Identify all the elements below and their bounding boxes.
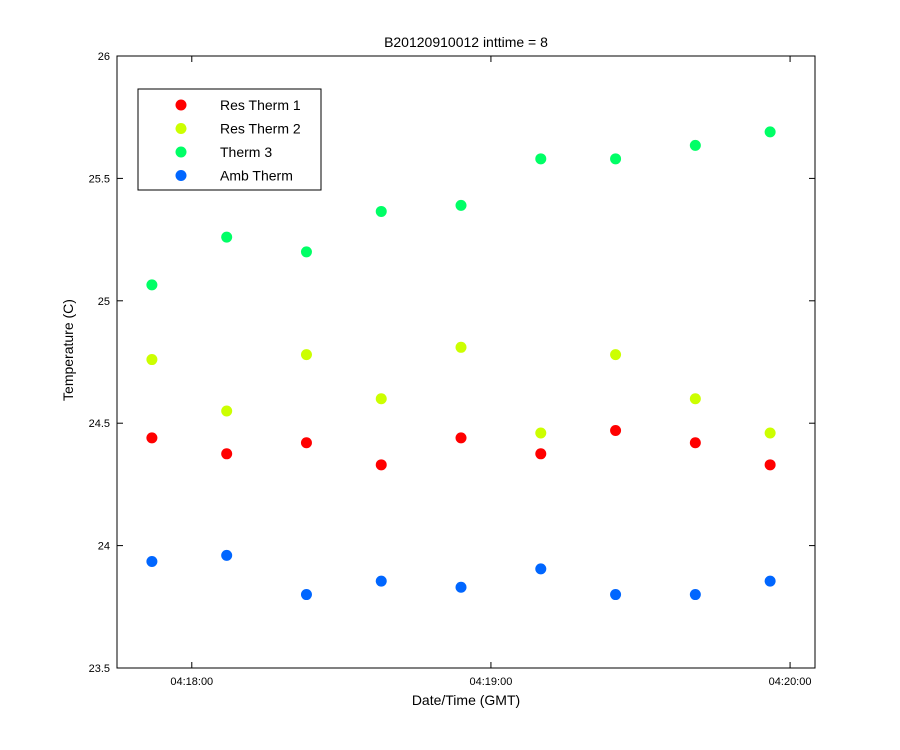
legend-label-res-therm-1: Res Therm 1 xyxy=(220,97,301,113)
point-therm-3 xyxy=(455,199,467,211)
legend: Res Therm 1 Res Therm 2 Therm 3 Amb Therm xyxy=(137,88,322,191)
point-therm-3 xyxy=(535,153,547,165)
legend-marker-amb-therm xyxy=(175,170,187,181)
point-amb-therm xyxy=(455,581,467,593)
point-res-therm-2 xyxy=(146,354,158,366)
point-res-therm-2 xyxy=(689,393,701,405)
x-tick-label: 04:18:00 xyxy=(170,676,213,688)
point-res-therm-2 xyxy=(300,349,312,361)
point-res-therm-1 xyxy=(535,448,547,460)
point-amb-therm xyxy=(221,549,233,561)
point-amb-therm xyxy=(535,563,547,575)
legend-marker-res-therm-1 xyxy=(175,99,187,111)
point-therm-3 xyxy=(221,231,233,243)
point-res-therm-1 xyxy=(455,432,467,444)
point-res-therm-2 xyxy=(535,427,547,439)
point-res-therm-2 xyxy=(610,349,622,361)
legend-label-res-therm-2: Res Therm 2 xyxy=(220,121,301,137)
point-res-therm-2 xyxy=(764,427,776,439)
point-therm-3 xyxy=(610,153,622,165)
point-therm-3 xyxy=(689,139,701,151)
point-amb-therm xyxy=(764,575,776,587)
y-axis: 23.5 24 24.5 25 25.5 26 xyxy=(89,51,815,675)
y-axis-label: Temperature (C) xyxy=(60,299,76,401)
point-res-therm-1 xyxy=(146,432,158,444)
point-res-therm-2 xyxy=(221,405,233,417)
x-axis: 04:18:00 04:19:00 04:20:00 xyxy=(170,56,811,688)
y-tick-label: 23.5 xyxy=(89,663,110,675)
x-tick-label: 04:19:00 xyxy=(470,676,513,688)
chart-title: B20120910012 inttime = 8 xyxy=(384,34,548,50)
legend-box xyxy=(137,88,322,191)
legend-marker-therm-3 xyxy=(175,146,187,158)
point-amb-therm xyxy=(610,589,622,601)
point-therm-3 xyxy=(300,246,312,258)
x-tick-label: 04:20:00 xyxy=(769,676,812,688)
y-tick-label: 26 xyxy=(98,51,110,63)
y-tick-label: 25 xyxy=(98,296,110,308)
point-res-therm-1 xyxy=(221,448,233,460)
legend-label-therm-3: Therm 3 xyxy=(220,144,272,160)
point-amb-therm xyxy=(146,556,158,568)
y-tick-label: 24 xyxy=(98,541,110,553)
point-therm-3 xyxy=(764,126,776,138)
point-res-therm-1 xyxy=(610,425,622,437)
x-axis-label: Date/Time (GMT) xyxy=(412,692,520,708)
point-res-therm-2 xyxy=(375,393,387,405)
legend-label-amb-therm: Amb Therm xyxy=(220,168,293,184)
point-therm-3 xyxy=(375,205,387,217)
point-amb-therm xyxy=(689,589,701,601)
y-tick-label: 24.5 xyxy=(89,418,110,430)
data-points xyxy=(146,126,776,601)
point-res-therm-1 xyxy=(375,459,387,471)
point-amb-therm xyxy=(375,575,387,587)
point-amb-therm xyxy=(300,589,312,601)
y-tick-label: 25.5 xyxy=(89,173,110,185)
point-res-therm-2 xyxy=(455,341,467,353)
point-res-therm-1 xyxy=(689,437,701,449)
point-res-therm-1 xyxy=(300,437,312,449)
point-therm-3 xyxy=(146,279,158,291)
legend-marker-res-therm-2 xyxy=(175,123,187,134)
point-res-therm-1 xyxy=(764,459,776,471)
